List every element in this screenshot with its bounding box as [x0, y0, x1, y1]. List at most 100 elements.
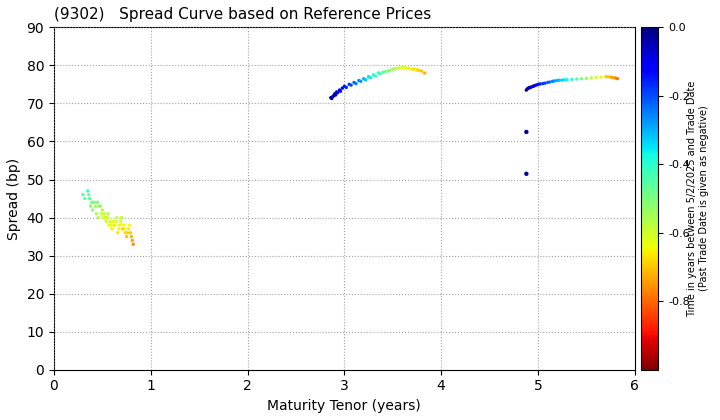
Point — [104, 218, 116, 225]
Point — [94, 203, 105, 210]
Point — [119, 226, 130, 232]
Point — [115, 218, 127, 225]
Point — [326, 95, 338, 102]
Point — [532, 81, 544, 88]
Point — [392, 65, 403, 72]
Point — [125, 233, 137, 240]
Point — [419, 70, 431, 76]
Point — [602, 74, 613, 80]
Point — [330, 92, 341, 98]
Point — [416, 68, 428, 74]
Point — [406, 66, 418, 73]
Point — [88, 199, 99, 206]
Point — [611, 75, 623, 82]
Point — [99, 210, 110, 217]
Point — [124, 222, 135, 228]
Point — [337, 85, 348, 92]
Point — [327, 93, 338, 100]
Point — [79, 195, 91, 202]
Point — [557, 77, 568, 84]
Point — [542, 79, 554, 86]
Point — [117, 226, 128, 232]
Point — [102, 210, 114, 217]
Point — [87, 207, 99, 213]
Point — [122, 229, 133, 236]
Point — [374, 70, 386, 77]
Point — [382, 68, 394, 74]
Point — [554, 77, 565, 84]
Point — [521, 171, 532, 177]
Point — [103, 222, 114, 228]
Point — [524, 84, 536, 91]
Point — [403, 65, 415, 72]
Point — [114, 222, 125, 228]
Point — [341, 84, 352, 91]
Point — [111, 214, 122, 221]
Point — [108, 222, 120, 228]
Point — [600, 74, 611, 80]
Point — [86, 199, 97, 206]
Point — [332, 89, 343, 96]
Point — [91, 199, 103, 206]
Point — [387, 66, 398, 73]
Point — [521, 87, 532, 93]
Point — [334, 87, 346, 93]
Point — [610, 74, 621, 81]
Point — [534, 81, 546, 87]
Point — [335, 88, 346, 94]
Point — [348, 79, 360, 86]
Point — [329, 91, 341, 97]
Point — [91, 210, 102, 217]
Point — [90, 203, 102, 210]
Point — [102, 214, 113, 221]
Point — [350, 80, 361, 87]
Point — [106, 226, 117, 232]
Point — [112, 229, 124, 236]
Point — [559, 76, 570, 83]
Point — [546, 78, 558, 85]
Point — [571, 76, 582, 82]
Point — [539, 80, 551, 87]
Point — [562, 76, 573, 83]
Y-axis label: Time in years between 5/2/2025 and Trade Date
(Past Trade Date is given as negat: Time in years between 5/2/2025 and Trade… — [688, 80, 709, 317]
Point — [82, 188, 94, 194]
Point — [83, 192, 94, 198]
Point — [413, 67, 425, 74]
Point — [537, 80, 549, 87]
Point — [544, 79, 555, 85]
Point — [402, 65, 413, 71]
Point — [528, 82, 540, 89]
X-axis label: Maturity Tenor (years): Maturity Tenor (years) — [267, 399, 421, 413]
Point — [353, 77, 364, 84]
Point — [99, 214, 111, 221]
Point — [576, 75, 588, 82]
Point — [330, 89, 342, 95]
Point — [526, 84, 537, 90]
Point — [338, 83, 350, 89]
Text: (9302)   Spread Curve based on Reference Prices: (9302) Spread Curve based on Reference P… — [54, 7, 431, 22]
Point — [127, 237, 138, 244]
Point — [585, 74, 597, 81]
Point — [399, 64, 410, 71]
Point — [360, 76, 372, 83]
Point — [355, 78, 366, 85]
Point — [113, 226, 125, 232]
Point — [552, 77, 563, 84]
Point — [100, 218, 112, 225]
Point — [397, 64, 408, 71]
Point — [590, 74, 602, 81]
Point — [521, 129, 532, 135]
Point — [346, 82, 357, 89]
Point — [96, 210, 107, 217]
Point — [105, 222, 117, 228]
Point — [595, 74, 607, 81]
Point — [523, 85, 534, 92]
Point — [97, 214, 109, 221]
Point — [369, 73, 381, 79]
Point — [343, 81, 355, 88]
Point — [521, 86, 533, 92]
Point — [121, 233, 132, 240]
Point — [94, 203, 106, 210]
Point — [523, 84, 535, 91]
Point — [127, 241, 139, 247]
